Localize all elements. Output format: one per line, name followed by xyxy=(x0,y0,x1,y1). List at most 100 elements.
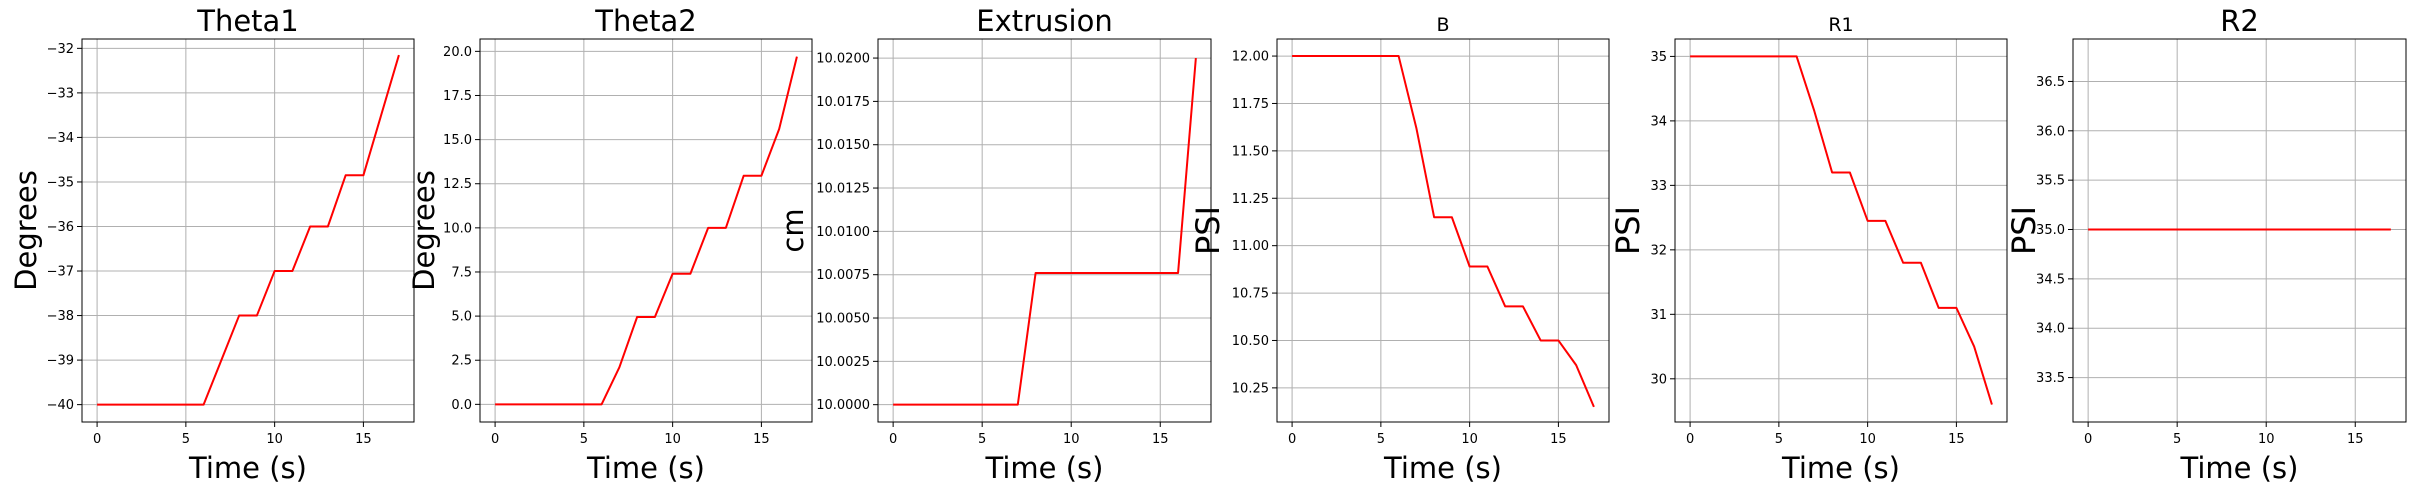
axes-frame xyxy=(1276,38,1610,423)
y-tick-label: 34.5 xyxy=(2036,272,2065,287)
y-tick-label: 12.00 xyxy=(1232,50,1269,65)
y-tick-label: 5.0 xyxy=(451,310,472,325)
x-tick-label: 5 xyxy=(182,432,190,447)
y-tick-label: 10.0150 xyxy=(816,138,870,153)
axes-frame xyxy=(479,38,813,423)
y-tick-label: −40 xyxy=(47,398,74,413)
y-tick-label: −36 xyxy=(47,220,74,235)
panel-title: Extrusion xyxy=(976,4,1112,38)
series-line xyxy=(1292,55,1595,408)
y-tick-label: 11.50 xyxy=(1232,144,1269,159)
series-line xyxy=(893,57,1197,406)
panel-title: Theta2 xyxy=(594,4,697,38)
y-tick-label: 32 xyxy=(1650,243,1667,258)
axes-frame xyxy=(2072,38,2407,423)
x-axis-label: Time (s) xyxy=(985,451,1104,485)
axes-frame xyxy=(1674,38,2008,423)
x-tick-label: 0 xyxy=(1686,432,1694,447)
panels: 0 5 10 15 −40 −39 −38 −37 −36 −35 −34 −33 −32 Theta1 T… xyxy=(9,4,2407,485)
x-axis-label: Time (s) xyxy=(1781,451,1900,485)
y-axis-label: PSI xyxy=(1609,206,1647,255)
series-line xyxy=(495,56,798,406)
y-tick-label: −35 xyxy=(47,175,74,190)
y-tick-label: −32 xyxy=(47,42,74,57)
series-line xyxy=(1690,55,1993,405)
panel-title: R1 xyxy=(1828,14,1853,36)
y-tick-label: 10.0 xyxy=(443,221,472,236)
y-tick-label: 10.0100 xyxy=(816,225,870,240)
x-tick-label: 5 xyxy=(1775,432,1783,447)
chart-panel-6: 0 5 10 15 33.5 34.0 34.5 35.0 35.5 36.0 36.5 R2 Time… xyxy=(2005,4,2407,485)
x-tick-label: 10 xyxy=(1859,432,1876,447)
y-axis-label: PSI xyxy=(2005,206,2043,255)
y-tick-label: 36.0 xyxy=(2036,124,2065,139)
y-tick-label: 10.0000 xyxy=(816,398,870,413)
chart-panel-1: 0 5 10 15 −40 −39 −38 −37 −36 −35 −34 −33 −32 Theta1 T… xyxy=(9,4,415,485)
chart-panel-2: 0 5 10 15 0.0 2.5 5.0 7.5 10.0 12.5 15.0 17.5 20.0 Th… xyxy=(407,4,813,485)
y-tick-label: −34 xyxy=(47,131,74,146)
y-tick-label: 34.0 xyxy=(2036,322,2065,337)
y-axis-label: cm xyxy=(776,208,810,252)
y-tick-label: 11.00 xyxy=(1232,239,1269,254)
y-tick-label: 33.5 xyxy=(2036,371,2065,386)
y-tick-label: 7.5 xyxy=(451,265,472,280)
y-tick-label: 12.5 xyxy=(443,177,472,192)
y-tick-label: 10.0025 xyxy=(816,355,870,370)
y-tick-label: 20.0 xyxy=(443,45,472,60)
y-tick-label: 11.25 xyxy=(1232,192,1269,207)
x-tick-label: 5 xyxy=(978,432,986,447)
panel-title: Theta1 xyxy=(196,4,299,38)
y-tick-label: −38 xyxy=(47,309,74,324)
y-tick-label: 17.5 xyxy=(443,89,472,104)
y-tick-label: 35.0 xyxy=(2036,223,2065,238)
y-tick-label: 11.75 xyxy=(1232,97,1269,112)
x-axis-label: Time (s) xyxy=(188,451,307,485)
axes-frame xyxy=(877,38,1212,423)
x-tick-label: 15 xyxy=(753,432,770,447)
x-tick-label: 15 xyxy=(1948,432,1965,447)
y-axis-label: Degrees xyxy=(407,170,441,291)
x-tick-label: 15 xyxy=(1152,432,1169,447)
y-tick-label: 2.5 xyxy=(451,354,472,369)
x-tick-label: 0 xyxy=(1288,432,1296,447)
y-tick-label: 10.25 xyxy=(1232,381,1269,396)
y-tick-label: 10.0175 xyxy=(816,95,870,110)
x-tick-label: 0 xyxy=(889,432,897,447)
chart-panel-5: 0 5 10 15 30 31 32 33 34 35 R1 Time (s) PSI xyxy=(1609,14,2008,485)
x-tick-label: 0 xyxy=(491,432,499,447)
x-tick-label: 10 xyxy=(1461,432,1478,447)
y-tick-label: 10.75 xyxy=(1232,287,1269,302)
y-tick-label: 35 xyxy=(1650,50,1667,65)
x-axis-label: Time (s) xyxy=(2180,451,2299,485)
x-tick-label: 15 xyxy=(355,432,372,447)
y-tick-label: 10.0075 xyxy=(816,268,870,283)
x-axis-label: Time (s) xyxy=(586,451,705,485)
y-axis-label: PSI xyxy=(1189,206,1227,255)
y-tick-label: 10.50 xyxy=(1232,334,1269,349)
y-tick-label: 30 xyxy=(1650,372,1667,387)
y-tick-label: 31 xyxy=(1650,308,1667,323)
y-tick-label: −37 xyxy=(47,265,74,280)
x-tick-label: 15 xyxy=(2347,432,2364,447)
y-tick-label: 33 xyxy=(1650,179,1667,194)
x-tick-label: 15 xyxy=(1550,432,1567,447)
y-tick-label: 34 xyxy=(1650,114,1667,129)
y-axis-label: Degrees xyxy=(9,170,43,291)
series-line xyxy=(97,54,400,406)
panel-title: B xyxy=(1436,14,1449,36)
y-tick-label: −33 xyxy=(47,86,74,101)
x-tick-label: 5 xyxy=(2173,432,2181,447)
y-tick-label: 35.5 xyxy=(2036,174,2065,189)
panel-title: R2 xyxy=(2220,4,2259,38)
chart-panel-3: 0 5 10 15 10.0000 10.0025 10.0050 10.0075 10.010… xyxy=(776,4,1212,485)
x-tick-label: 10 xyxy=(266,432,283,447)
x-tick-label: 0 xyxy=(93,432,101,447)
x-tick-label: 10 xyxy=(664,432,681,447)
x-tick-label: 10 xyxy=(1063,432,1080,447)
x-tick-label: 0 xyxy=(2084,432,2092,447)
chart-panel-4: 0 5 10 15 10.25 10.50 10.75 11.00 11.25 11.50 11.7… xyxy=(1189,14,1610,485)
y-tick-label: 10.0200 xyxy=(816,52,870,67)
x-axis-label: Time (s) xyxy=(1383,451,1502,485)
